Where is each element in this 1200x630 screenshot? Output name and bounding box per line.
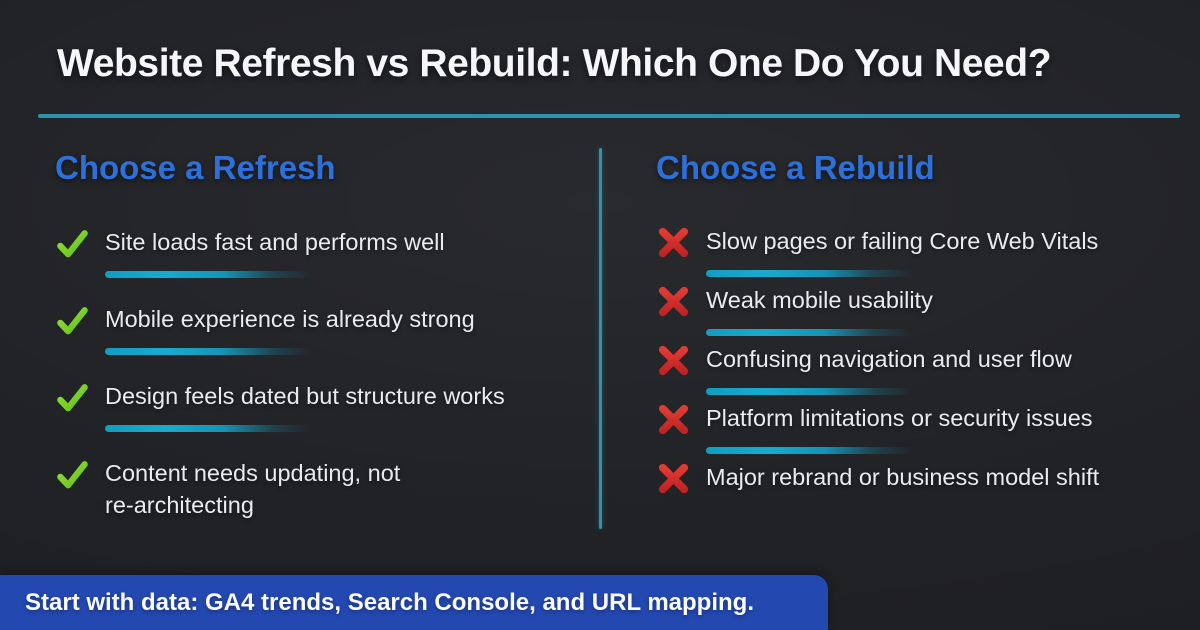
accent-underline (706, 329, 921, 336)
footer-banner-text: Start with data: GA4 trends, Search Cons… (25, 588, 754, 616)
refresh-column-heading: Choose a Refresh (55, 149, 336, 186)
rebuild-item-label: Major rebrand or business model shift (706, 464, 1100, 490)
check-icon (55, 380, 90, 415)
x-icon (656, 225, 691, 260)
check-icon (55, 226, 90, 261)
check-icon (55, 457, 90, 492)
rebuild-item: Major rebrand or business model shift (656, 461, 1186, 496)
refresh-item-label: Mobile experience is already strong (105, 306, 475, 332)
rebuild-item-label: Confusing navigation and user flow (706, 346, 1072, 372)
rebuild-item: Weak mobile usability (656, 284, 1186, 336)
title-divider-rule (38, 114, 1180, 118)
accent-underline (105, 425, 320, 432)
rebuild-item: Platform limitations or security issues (656, 402, 1186, 454)
column-divider (599, 148, 602, 529)
accent-underline (706, 388, 921, 395)
accent-underline (105, 348, 320, 355)
refresh-item: Design feels dated but structure works (55, 380, 585, 432)
accent-underline (105, 271, 320, 278)
refresh-item: Content needs updating, not re-architect… (55, 457, 585, 521)
refresh-item-label: Design feels dated but structure works (105, 383, 505, 409)
x-icon (656, 402, 691, 437)
rebuild-column-heading: Choose a Rebuild (656, 149, 935, 186)
rebuild-item: Slow pages or failing Core Web Vitals (656, 225, 1186, 277)
check-icon (55, 303, 90, 338)
rebuild-column: Choose a Rebuild Slow pages or failing C… (656, 148, 1186, 496)
footer-banner: Start with data: GA4 trends, Search Cons… (0, 575, 828, 630)
refresh-item: Mobile experience is already strong (55, 303, 585, 355)
accent-underline (706, 447, 921, 454)
refresh-item-label: Content needs updating, not re-architect… (105, 460, 401, 518)
x-icon (656, 284, 691, 319)
refresh-column: Choose a Refresh Site loads fast and per… (55, 148, 585, 521)
rebuild-item-label: Platform limitations or security issues (706, 405, 1093, 431)
rebuild-item: Confusing navigation and user flow (656, 343, 1186, 395)
rebuild-item-label: Weak mobile usability (706, 287, 933, 313)
x-icon (656, 461, 691, 496)
refresh-item-label: Site loads fast and performs well (105, 229, 445, 255)
page-title: Website Refresh vs Rebuild: Which One Do… (57, 42, 1052, 85)
refresh-item: Site loads fast and performs well (55, 226, 585, 278)
x-icon (656, 343, 691, 378)
accent-underline (706, 270, 921, 277)
rebuild-item-label: Slow pages or failing Core Web Vitals (706, 228, 1099, 254)
